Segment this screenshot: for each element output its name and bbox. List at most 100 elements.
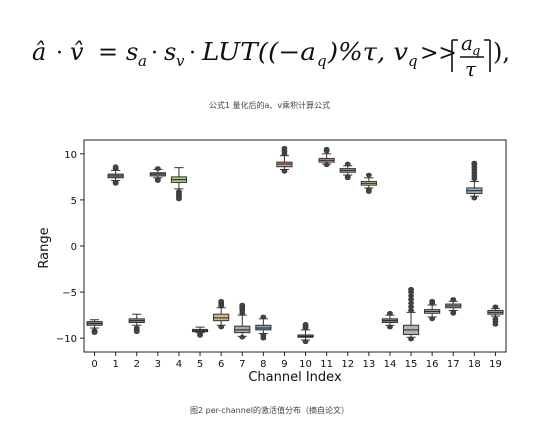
box-12	[339, 161, 356, 181]
y-tick-label: 5	[71, 196, 77, 207]
box-17	[445, 297, 462, 316]
x-tick-label: 19	[489, 359, 502, 370]
x-tick-label: 0	[91, 359, 97, 370]
x-axis-label: Channel Index	[248, 370, 342, 385]
outlier-point	[387, 310, 393, 316]
box-18	[466, 160, 483, 201]
box-2	[128, 313, 145, 335]
box-1	[107, 164, 124, 186]
outlier-point	[176, 196, 182, 202]
formula-dot-1: ·	[56, 41, 63, 66]
outlier-point	[429, 299, 436, 304]
outlier-point	[450, 310, 457, 316]
outlier-point	[239, 302, 246, 308]
x-tick-label: 12	[341, 359, 354, 370]
outlier-point	[239, 334, 246, 340]
formula-lut: LUT((−a	[201, 38, 316, 66]
formula-s-a-sub: a	[138, 52, 147, 70]
formula-v-hat: v̂	[70, 38, 84, 66]
y-tick-label: 0	[71, 242, 77, 253]
y-ticks: −10 −5 0 5 10	[56, 150, 84, 345]
box-8	[255, 314, 272, 341]
outlier-point	[429, 316, 436, 322]
box-4	[170, 167, 188, 202]
outlier-point	[197, 333, 203, 338]
x-tick-label: 14	[384, 359, 397, 370]
outlier-point	[323, 162, 330, 168]
x-tick-label: 15	[405, 359, 418, 370]
outlier-point	[450, 297, 457, 302]
formula-s-v: s	[164, 38, 176, 66]
x-tick-label: 7	[239, 359, 245, 370]
outlier-point	[260, 335, 267, 341]
outlier-point	[365, 189, 372, 194]
x-tick-label: 16	[426, 359, 439, 370]
outlier-point	[344, 161, 351, 167]
x-tick-label: 6	[218, 359, 224, 370]
x-tick-label: 1	[112, 359, 118, 370]
y-tick-label: −10	[56, 334, 77, 345]
outlier-point	[218, 299, 225, 304]
formula-ceil-left	[451, 39, 458, 72]
outlier-point	[408, 336, 414, 342]
box-15	[402, 287, 420, 342]
outlier-point	[471, 160, 478, 166]
outlier-point	[408, 287, 414, 292]
outlier-point	[91, 330, 98, 335]
x-tick-label: 11	[320, 359, 333, 370]
box-19	[487, 304, 504, 327]
box-10	[297, 322, 314, 345]
box-7	[234, 302, 251, 340]
formula-s-a: s	[126, 38, 138, 66]
outlier-point	[365, 172, 372, 178]
box-0	[86, 319, 103, 335]
outlier-point	[281, 169, 288, 174]
formula-s-v-sub: v	[176, 52, 185, 70]
outlier-point	[218, 324, 225, 330]
x-tick-label: 9	[281, 359, 287, 370]
boxes-layer	[86, 145, 504, 345]
box-5	[191, 326, 209, 338]
outlier-point	[344, 175, 351, 181]
outlier-point	[154, 178, 161, 183]
formula-a-hat: â	[32, 38, 46, 66]
x-tick-label: 4	[176, 359, 182, 370]
formula-mid: )%τ, v	[327, 38, 409, 66]
formula-caption: 公式1 量化后的a、v乘积计算公式	[208, 101, 331, 110]
formula-end: ),	[493, 38, 510, 66]
outlier-point	[323, 146, 330, 152]
formula-frac-num: a	[461, 31, 473, 55]
box-13	[360, 172, 377, 194]
y-tick-label: 10	[64, 150, 77, 161]
x-tick-label: 17	[447, 359, 460, 370]
box-9	[276, 145, 293, 174]
outlier-point	[471, 195, 478, 201]
formula-mid-sub: q	[408, 52, 418, 70]
box-14	[381, 310, 399, 330]
formula-shift: >>	[420, 41, 457, 66]
formula-equals: =	[98, 38, 118, 66]
x-tick-label: 2	[134, 359, 140, 370]
outlier-point	[281, 145, 288, 151]
outlier-point	[260, 314, 267, 320]
box-11	[318, 146, 335, 168]
outlier-point	[387, 324, 393, 330]
figure-caption: 图2 per-channel的激活值分布（摘自论文）	[190, 406, 349, 415]
box-16	[424, 299, 441, 322]
x-tick-label: 10	[299, 359, 312, 370]
formula-dot-2: ·	[151, 41, 158, 66]
outlier-point	[112, 181, 119, 186]
formula-frac-den: τ	[465, 57, 477, 81]
outlier-point	[492, 322, 499, 327]
outlier-point	[492, 304, 499, 310]
y-axis-label: Range	[37, 227, 52, 268]
x-ticks: 0 1 2 3 4 5 6 7 8 9 10 11 12 13 14 15 16 17 18 19	[91, 352, 502, 370]
plot-frame	[83, 139, 507, 353]
formula: â · v̂ = s a · s v · LUT((−a q )%τ, v q …	[32, 31, 510, 81]
outlier-point	[133, 329, 140, 335]
x-tick-label: 18	[468, 359, 481, 370]
box-6	[213, 299, 230, 330]
outlier-point	[112, 164, 119, 170]
